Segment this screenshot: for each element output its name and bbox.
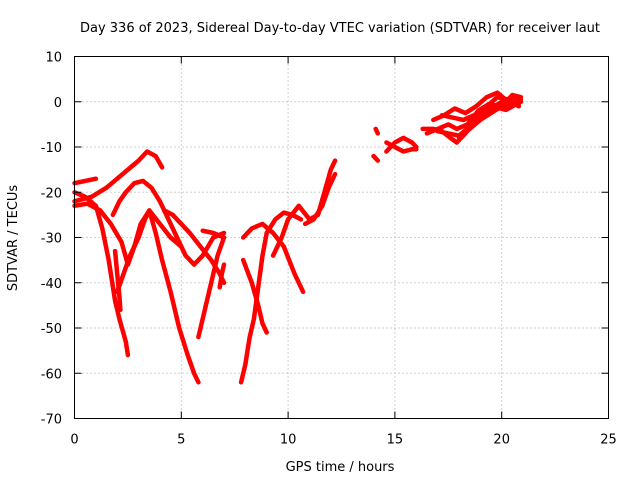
y-tick-label: -50 [41, 322, 62, 337]
y-tick-label: -20 [41, 186, 62, 201]
y-axis-label: SDTVAR / TECUs [6, 185, 21, 292]
y-tick-labels: 10 0 -10 -20 -30 -40 -50 -60 -70 [41, 51, 62, 428]
y-tick-label: -70 [41, 413, 62, 428]
series-track-7 [114, 208, 201, 385]
x-tick-label: 15 [387, 433, 404, 448]
x-tick-label: 0 [70, 433, 78, 448]
series-track-11 [238, 210, 304, 385]
y-tick-label: -30 [41, 232, 62, 247]
series-track-3 [72, 176, 99, 186]
y-tick-label: -40 [41, 277, 62, 292]
y-tick-label: -10 [41, 141, 62, 156]
x-tick-label: 10 [280, 433, 297, 448]
chart-title: Day 336 of 2023, Sidereal Day-to-day VTE… [80, 21, 600, 36]
series-track-19 [384, 140, 419, 154]
x-tick-label: 25 [600, 433, 617, 448]
series-track-10 [217, 262, 227, 290]
series-track-4 [72, 149, 165, 204]
series-track-25 [456, 92, 524, 141]
series-track-12 [240, 221, 306, 295]
series-track-24 [439, 101, 519, 123]
x-tick-label: 5 [177, 433, 185, 448]
series-track-15 [302, 171, 338, 227]
y-tick-label: -60 [41, 367, 62, 382]
plot-frame [74, 56, 609, 419]
series-track-17 [371, 153, 381, 163]
x-tick-labels: 0 5 10 15 20 25 [70, 433, 616, 448]
series-track-8 [161, 208, 227, 286]
y-tick-label: 10 [45, 51, 62, 66]
x-axis-label: GPS time / hours [286, 460, 395, 475]
series-track-16 [373, 126, 381, 136]
series-track-13 [240, 257, 269, 335]
series-track-2 [72, 190, 131, 358]
x-tick-label: 20 [493, 433, 510, 448]
data-traces [72, 90, 524, 385]
y-tick-label: 0 [54, 96, 62, 111]
series-track-9 [196, 228, 227, 340]
